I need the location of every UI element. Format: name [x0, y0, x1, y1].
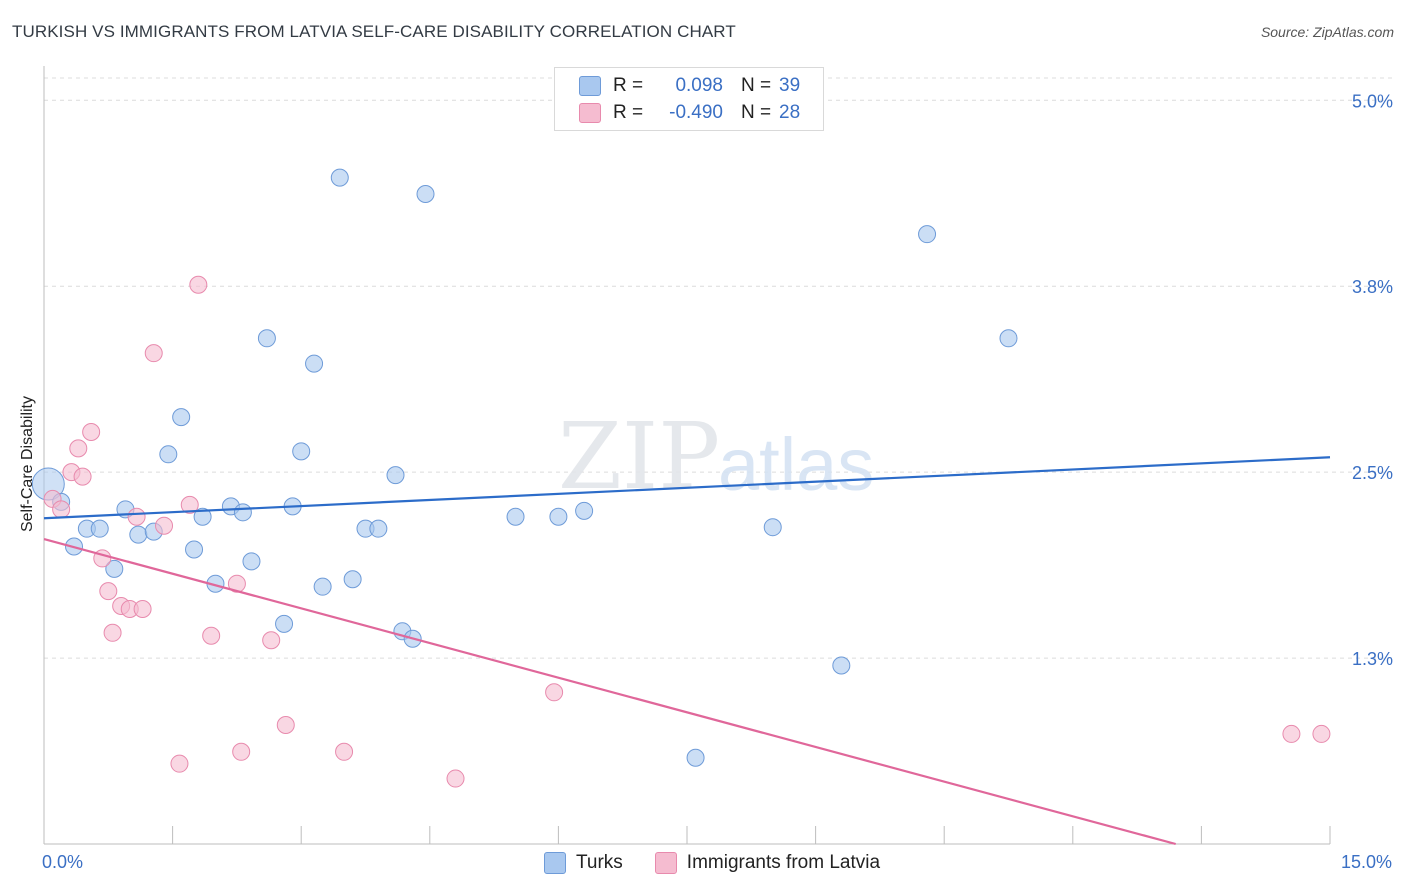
turks-point	[343, 570, 362, 589]
latvia-point	[73, 467, 92, 486]
r-label: R =	[613, 75, 644, 96]
latvia-point	[103, 623, 122, 642]
turks-trend-line	[43, 456, 1331, 520]
turks-point	[686, 748, 705, 767]
n-label: N =	[741, 102, 772, 123]
latvia-point	[180, 495, 199, 514]
legend-row-latvia: R = -0.490 N = 28	[579, 101, 800, 125]
watermark: ZIP atlas	[558, 403, 874, 510]
turks-point	[313, 577, 332, 596]
latvia-point	[69, 439, 88, 458]
turks-point	[832, 656, 851, 675]
r-label: R =	[613, 102, 644, 123]
turks-point	[129, 525, 148, 544]
turks-point	[575, 501, 594, 520]
y-tick-labels: 1.3% 2.5% 3.8% 5.0%	[1352, 91, 1393, 669]
turks-point	[549, 507, 568, 526]
turks-point	[416, 185, 435, 204]
turks-point	[242, 552, 261, 571]
latvia-point	[189, 275, 208, 294]
turks-point	[105, 559, 124, 578]
turks-point	[918, 225, 937, 244]
latvia-point	[276, 716, 295, 735]
legend-item-turks[interactable]: Turks	[544, 852, 623, 874]
latvia-point	[227, 574, 246, 593]
legend-swatch-turks	[544, 852, 566, 874]
latvia-point	[1282, 724, 1301, 743]
turks-point	[185, 540, 204, 559]
latvia-point	[170, 754, 189, 773]
latvia-point	[52, 500, 71, 519]
x-min-label: 0.0%	[42, 852, 84, 872]
turks-point	[193, 507, 212, 526]
turks-point	[275, 614, 294, 633]
turks-point	[90, 519, 109, 538]
n-label: N =	[741, 75, 772, 96]
axes	[43, 66, 1331, 845]
latvia-point	[446, 769, 465, 788]
y-tick-label: 5.0%	[1352, 91, 1393, 111]
r-value: -0.490	[669, 102, 723, 123]
turks-point	[330, 168, 349, 187]
n-value: 39	[779, 75, 801, 96]
latvia-point	[144, 344, 163, 363]
latvia-point	[1312, 724, 1331, 743]
latvia-point	[133, 599, 152, 618]
legend-swatch-latvia	[654, 852, 677, 874]
y-axis-label: Self-Care Disability	[19, 395, 36, 533]
turks-point	[369, 519, 388, 538]
grid-lines	[44, 77, 1395, 659]
y-tick-label: 3.8%	[1352, 277, 1393, 297]
r-value: 0.098	[675, 75, 723, 96]
legend-swatch-latvia	[579, 103, 601, 123]
latvia-point	[155, 516, 174, 535]
source-label: Source: ZipAtlas.com	[1260, 24, 1394, 40]
chart-title: TURKISH VS IMMIGRANTS FROM LATVIA SELF-C…	[12, 22, 736, 41]
latvia-point	[335, 742, 354, 761]
turks-point	[233, 503, 252, 522]
series-legend: Turks Immigrants from Latvia	[544, 852, 912, 874]
latvia-point	[127, 507, 146, 526]
turks-point	[763, 518, 782, 537]
turks-point	[386, 466, 405, 485]
watermark-atlas: atlas	[718, 423, 874, 506]
turks-point	[999, 329, 1018, 348]
turks-point	[257, 329, 276, 348]
latvia-point	[545, 683, 564, 702]
trend-lines	[43, 456, 1331, 846]
turks-point	[305, 354, 324, 373]
turks-point	[172, 408, 191, 427]
y-tick-label: 1.3%	[1352, 649, 1393, 669]
latvia-point	[82, 422, 101, 441]
n-value: 28	[779, 102, 801, 123]
legend-label-turks: Turks	[576, 852, 623, 873]
latvia-point	[232, 742, 251, 761]
turks-point	[506, 507, 525, 526]
legend-swatch-turks	[579, 76, 601, 96]
correlation-legend: R = 0.098 N = 39 R = -0.490 N = 28	[554, 67, 824, 131]
legend-item-latvia[interactable]: Immigrants from Latvia	[654, 852, 881, 874]
y-tick-label: 2.5%	[1352, 463, 1393, 483]
latvia-point	[202, 626, 221, 645]
latvia-point	[99, 582, 118, 601]
watermark-zip: ZIP	[558, 403, 720, 510]
legend-row-turks: R = 0.098 N = 39	[579, 74, 800, 98]
legend-label-latvia: Immigrants from Latvia	[686, 852, 881, 873]
turks-point	[292, 442, 311, 461]
turks-point	[159, 445, 178, 464]
x-max-label: 15.0%	[1340, 852, 1392, 872]
latvia-point	[262, 631, 281, 650]
latvia-trend-line	[43, 538, 1176, 846]
